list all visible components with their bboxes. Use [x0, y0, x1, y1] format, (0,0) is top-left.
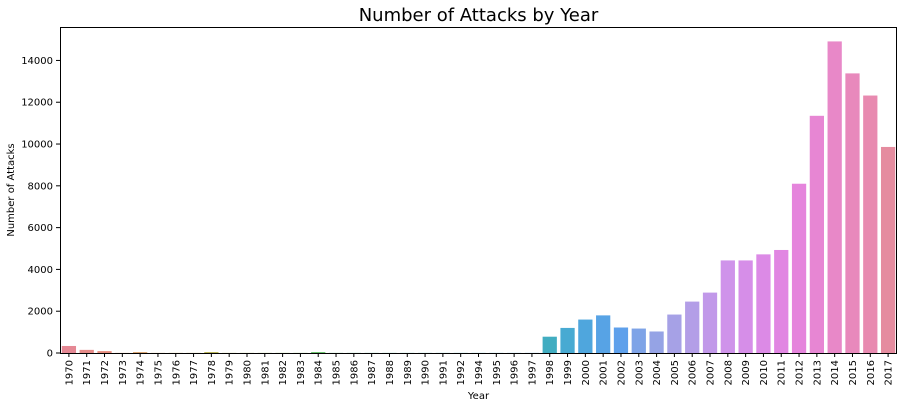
x-tick-label: 1976 — [171, 360, 182, 385]
y-tick-label: 4000 — [28, 265, 53, 276]
y-tick-label: 10000 — [21, 140, 53, 151]
bar-2014 — [828, 41, 842, 353]
bar-2007 — [703, 293, 717, 353]
bar-2003 — [632, 329, 646, 353]
x-tick-label: 1972 — [100, 360, 111, 385]
x-tick-label: 1978 — [207, 360, 218, 385]
x-tick-label: 2017 — [884, 360, 895, 385]
bar-2016 — [863, 96, 877, 353]
bar-2006 — [685, 302, 699, 353]
y-tick-label: 8000 — [28, 181, 53, 192]
bar-1999 — [560, 328, 574, 353]
x-tick-label: 1981 — [260, 360, 271, 385]
x-tick-label: 2004 — [652, 360, 663, 385]
x-tick-label: 2014 — [830, 360, 841, 385]
x-tick-label: 2011 — [777, 360, 788, 385]
y-tick-label: 2000 — [28, 307, 53, 318]
y-tick-label: 12000 — [21, 98, 53, 109]
x-tick-label: 1970 — [64, 360, 75, 385]
bar-1998 — [543, 337, 557, 353]
x-tick-label: 2013 — [812, 360, 823, 385]
bar-2004 — [649, 331, 663, 353]
x-tick-label: 1994 — [474, 360, 485, 385]
x-tick-label: 1975 — [153, 360, 164, 385]
chart-title: Number of Attacks by Year — [359, 5, 599, 26]
x-tick-label: 2015 — [848, 360, 859, 385]
bar-2012 — [792, 184, 806, 353]
bar-2005 — [667, 315, 681, 353]
x-tick-label: 1997 — [527, 360, 538, 385]
x-tick-label: 1992 — [456, 360, 467, 385]
bar-1974 — [133, 352, 147, 353]
x-tick-label: 2007 — [706, 360, 717, 385]
bar-2010 — [756, 254, 770, 353]
bar-2009 — [739, 260, 753, 353]
x-tick-label: 1985 — [332, 360, 343, 385]
y-tick-label: 6000 — [28, 223, 53, 234]
y-axis-ticks: 0 2000 4000 6000 8000 10000 12000 14000 — [21, 56, 60, 360]
bar-2011 — [774, 250, 788, 353]
x-tick-label: 1971 — [82, 360, 93, 385]
x-tick-label: 2008 — [723, 360, 734, 385]
bar-1978 — [204, 352, 218, 353]
x-tick-label: 1974 — [136, 360, 147, 385]
x-tick-label: 1995 — [492, 360, 503, 385]
x-tick-label: 1980 — [242, 360, 253, 385]
x-tick-label: 1988 — [385, 360, 396, 385]
x-tick-label: 1982 — [278, 360, 289, 385]
x-axis-label: Year — [467, 391, 490, 402]
x-tick-label: 1990 — [421, 360, 432, 385]
x-tick-label: 2016 — [866, 360, 877, 385]
x-tick-label: 2000 — [581, 360, 592, 385]
x-tick-label: 1987 — [367, 360, 378, 385]
bar-1971 — [80, 350, 94, 353]
x-tick-label: 1986 — [349, 360, 360, 385]
x-tick-label: 1998 — [545, 360, 556, 385]
y-axis-label: Number of Attacks — [6, 143, 17, 236]
bar-2008 — [721, 260, 735, 353]
y-tick-label: 0 — [47, 349, 53, 360]
bar-2015 — [845, 73, 859, 353]
x-tick-label: 1989 — [403, 360, 414, 385]
x-tick-label: 1991 — [438, 360, 449, 385]
x-tick-label: 2010 — [759, 360, 770, 385]
x-tick-label: 2006 — [688, 360, 699, 385]
bar-2013 — [810, 116, 824, 353]
x-tick-label: 1996 — [510, 360, 521, 385]
bars-group — [62, 41, 895, 353]
x-tick-label: 2009 — [741, 360, 752, 385]
bar-1972 — [97, 351, 111, 353]
y-tick-label: 14000 — [21, 56, 53, 67]
bar-2000 — [578, 320, 592, 353]
bar-1970 — [62, 346, 76, 353]
x-tick-label: 1983 — [296, 360, 307, 385]
x-tick-label: 1979 — [225, 360, 236, 385]
bar-2001 — [596, 315, 610, 353]
x-tick-label: 2012 — [795, 360, 806, 385]
x-tick-label: 1973 — [118, 360, 129, 385]
x-tick-label: 2001 — [599, 360, 610, 385]
x-tick-label: 1984 — [314, 360, 325, 385]
x-tick-label: 1999 — [563, 360, 574, 385]
x-tick-label: 2005 — [670, 360, 681, 385]
x-axis-ticks: 1970 1971 1972 1973 1974 1975 1976 1977 1978 1979… — [64, 353, 894, 385]
bar-2002 — [614, 328, 628, 353]
bar-2017 — [881, 147, 895, 353]
x-tick-label: 2003 — [634, 360, 645, 385]
x-tick-label: 2002 — [616, 360, 627, 385]
x-tick-label: 1977 — [189, 360, 200, 385]
bar-1984 — [311, 352, 325, 353]
